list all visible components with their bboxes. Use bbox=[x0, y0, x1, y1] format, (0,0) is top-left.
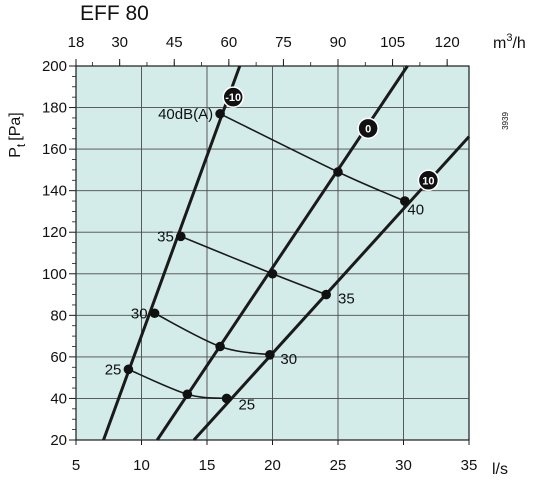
x-tick-label: 35 bbox=[461, 457, 478, 474]
curve-points bbox=[123, 108, 410, 404]
curve-end-label: 30 bbox=[280, 351, 297, 368]
curve-point bbox=[321, 289, 332, 300]
x-axis-title: l/s bbox=[492, 461, 508, 478]
y-axis-title-symbol: P bbox=[7, 147, 24, 158]
chart-title: EFF 80 bbox=[80, 2, 149, 25]
x-tick-label: 20 bbox=[264, 457, 281, 474]
curve-end-label: 40 bbox=[407, 201, 424, 218]
y-tick-label: 140 bbox=[42, 183, 67, 200]
curve-point bbox=[333, 167, 343, 177]
damper-badge-label: 0 bbox=[365, 123, 371, 135]
x-tick-label: 15 bbox=[199, 457, 216, 474]
damper-badge bbox=[417, 169, 440, 192]
secondary-x-axis: 18 30 45 60 75 90 105 120 bbox=[68, 34, 460, 51]
curve-point bbox=[182, 389, 193, 400]
code-label: 3939 bbox=[501, 112, 510, 130]
y-axis-title-unit: [Pa] bbox=[7, 112, 24, 140]
y-tick-label: 80 bbox=[50, 307, 67, 324]
x2-tick-label: 60 bbox=[220, 34, 237, 51]
secondary-x-axis-title-suffix: /h bbox=[512, 35, 525, 52]
y-tick-label: 20 bbox=[50, 432, 67, 449]
y-axis-title-subscript: t bbox=[14, 143, 28, 147]
curve-end-label: 35 bbox=[338, 291, 355, 308]
x2-tick-label: 75 bbox=[275, 34, 292, 51]
x2-tick-label: 105 bbox=[380, 34, 405, 51]
damper-badges: -10 0 10 bbox=[222, 86, 440, 192]
x-tick-label: 30 bbox=[395, 457, 412, 474]
y-tick-label: 160 bbox=[42, 141, 67, 158]
y-tick-label: 60 bbox=[50, 349, 67, 366]
x-tick-label: 25 bbox=[330, 457, 347, 474]
y-axis: 20 40 60 80 100 120 140 160 180 200 bbox=[42, 58, 67, 449]
y-tick-label: 40 bbox=[50, 390, 67, 407]
x2-tick-label: 120 bbox=[435, 34, 460, 51]
x2-tick-label: 45 bbox=[166, 34, 183, 51]
damper-badge bbox=[357, 117, 379, 140]
secondary-x-axis-title-unit: m bbox=[493, 35, 506, 52]
y-tick-label: 200 bbox=[42, 58, 67, 75]
minor-ticks bbox=[69, 59, 470, 445]
y-tick-label: 120 bbox=[42, 224, 67, 241]
x-axis: 5 10 15 20 25 30 35 bbox=[72, 457, 478, 474]
curve-point bbox=[176, 231, 186, 242]
curve-point bbox=[215, 341, 225, 352]
curve-start-label: 25 bbox=[105, 361, 122, 378]
damper-line--10 bbox=[102, 65, 242, 441]
y-tick-label: 100 bbox=[42, 266, 67, 283]
curve-point bbox=[123, 364, 134, 375]
curve-end-label: 25 bbox=[238, 397, 255, 414]
curve-point bbox=[215, 108, 225, 119]
x2-tick-label: 30 bbox=[111, 34, 128, 51]
damper-badge bbox=[222, 86, 244, 108]
curve-start-label: 35 bbox=[157, 228, 174, 245]
x-tick-label: 5 bbox=[72, 457, 80, 474]
damper-badge-label: 10 bbox=[422, 175, 434, 187]
curve-start-label: 40dB(A) bbox=[158, 106, 213, 123]
curve-labels: 25 30 35 40dB(A) 25 30 35 40 bbox=[105, 106, 424, 414]
x-tick-label: 10 bbox=[133, 457, 150, 474]
curve-point bbox=[400, 196, 410, 206]
y-axis-title: Pt [Pa] bbox=[7, 112, 28, 157]
curve-point bbox=[149, 308, 160, 319]
x2-tick-label: 18 bbox=[68, 34, 85, 51]
curve-point bbox=[267, 268, 278, 279]
secondary-x-axis-title: m3/h bbox=[493, 32, 526, 52]
curve-start-label: 30 bbox=[131, 305, 148, 322]
curve-point bbox=[265, 350, 275, 360]
secondary-x-axis-title-superscript: 3 bbox=[506, 32, 512, 44]
y-tick-label: 180 bbox=[42, 100, 67, 117]
curve-point bbox=[221, 393, 232, 404]
x2-tick-label: 90 bbox=[330, 34, 347, 51]
damper-badge-label: -10 bbox=[225, 92, 241, 104]
